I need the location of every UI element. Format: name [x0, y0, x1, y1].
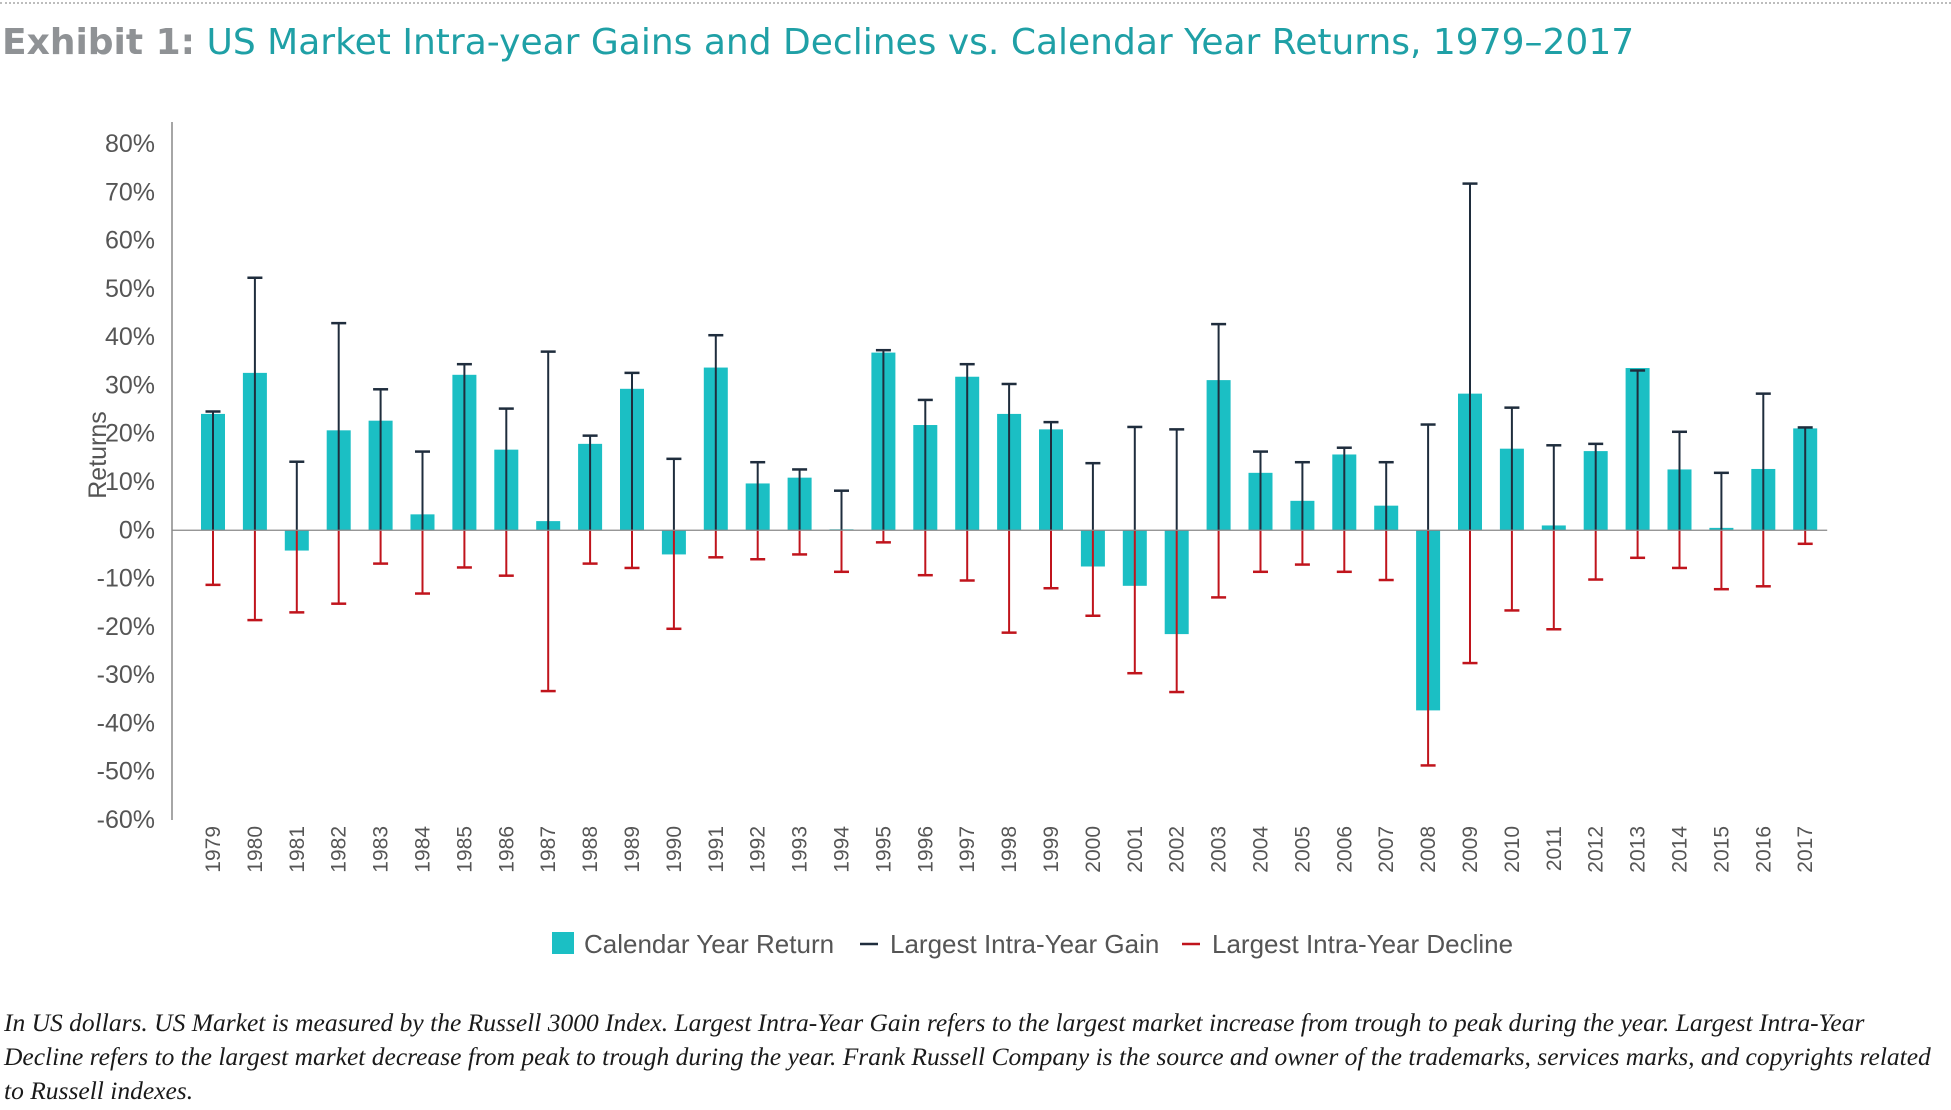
x-tick-label-2003: 2003 — [1208, 826, 1231, 873]
y-tick-label: 40% — [105, 323, 155, 351]
x-tick-label-2016: 2016 — [1752, 826, 1775, 873]
y-tick-label: -50% — [97, 758, 155, 786]
x-tick-label-2005: 2005 — [1291, 826, 1314, 873]
y-tick-label: 20% — [105, 420, 155, 448]
x-tick-label-1990: 1990 — [663, 826, 686, 873]
x-tick-label-1997: 1997 — [956, 826, 979, 873]
x-tick-label-1991: 1991 — [705, 826, 728, 873]
exhibit-title-prefix: Exhibit 1: — [2, 22, 196, 63]
x-tick-label-2007: 2007 — [1375, 826, 1398, 873]
x-tick-label-2011: 2011 — [1543, 826, 1566, 871]
x-tick-label-1988: 1988 — [579, 826, 602, 873]
x-tick-label-1989: 1989 — [621, 826, 644, 873]
x-tick-label-2004: 2004 — [1250, 826, 1273, 873]
x-tick-label-1980: 1980 — [244, 826, 267, 873]
x-tick-label-1981: 1981 — [286, 826, 309, 873]
x-tick-label-1996: 1996 — [914, 826, 937, 873]
x-tick-label-1982: 1982 — [328, 826, 351, 873]
x-tick-label-2000: 2000 — [1082, 826, 1105, 873]
y-tick-label: 30% — [105, 371, 155, 399]
chart-legend: Calendar Year Return Largest Intra-Year G… — [552, 929, 1513, 959]
legend-label-decline: Largest Intra-Year Decline — [1212, 929, 1513, 959]
y-tick-label: 70% — [105, 178, 155, 206]
returns-chart: 1979 1980 1981 1982 1983 1984 1985 1986 1987 1988… — [84, 122, 1828, 959]
y-tick-label: -40% — [97, 709, 155, 737]
x-tick-label-2008: 2008 — [1417, 826, 1440, 873]
top-dotted-rule — [0, 2, 1951, 4]
x-tick-label-1984: 1984 — [412, 826, 435, 873]
x-tick-label-2012: 2012 — [1585, 826, 1608, 873]
legend-label-gain: Largest Intra-Year Gain — [890, 929, 1159, 959]
x-tick-label-2001: 2001 — [1124, 826, 1147, 873]
exhibit-title: Exhibit 1: US Market Intra-year Gains an… — [2, 22, 1634, 63]
y-tick-label: -60% — [97, 806, 155, 834]
y-axis-title: Returns — [84, 411, 112, 499]
y-tick-label: -10% — [97, 565, 155, 593]
x-tick-label-1992: 1992 — [747, 826, 770, 873]
x-tick-label-1985: 1985 — [453, 826, 476, 873]
x-tick-label-2002: 2002 — [1166, 826, 1189, 873]
y-tick-label: 0% — [119, 516, 155, 544]
exhibit-title-main: US Market Intra-year Gains and Declines … — [206, 22, 1635, 63]
x-tick-label-1993: 1993 — [789, 826, 812, 873]
legend-swatch-return — [552, 932, 574, 954]
x-tick-label-2013: 2013 — [1627, 826, 1650, 873]
x-tick-label-1979: 1979 — [202, 826, 225, 873]
y-tick-label: 10% — [105, 468, 155, 496]
x-tick-label-1999: 1999 — [1040, 826, 1063, 873]
legend-label-return: Calendar Year Return — [584, 929, 834, 959]
x-tick-label-1987: 1987 — [537, 826, 560, 873]
y-tick-label: 60% — [105, 227, 155, 255]
x-tick-label-2017: 2017 — [1794, 826, 1817, 873]
footnote: In US dollars. US Market is measured by … — [4, 1008, 1931, 1105]
y-tick-label: 80% — [105, 130, 155, 158]
x-tick-label-2006: 2006 — [1333, 826, 1356, 873]
y-tick-label: -30% — [97, 661, 155, 689]
x-tick-label-1986: 1986 — [495, 826, 518, 873]
y-tick-label: 50% — [105, 275, 155, 303]
x-tick-label-2010: 2010 — [1501, 826, 1524, 873]
x-tick-label-1995: 1995 — [872, 826, 895, 873]
intra-year-whiskers — [205, 182, 1813, 767]
x-tick-label-1998: 1998 — [998, 826, 1021, 873]
x-tick-label-1994: 1994 — [831, 826, 854, 873]
y-tick-label: -20% — [97, 613, 155, 641]
x-tick-label-1983: 1983 — [370, 826, 393, 873]
x-tick-label-2009: 2009 — [1459, 826, 1482, 873]
x-tick-label-2015: 2015 — [1710, 826, 1733, 873]
chart-axes: 1979 1980 1981 1982 1983 1984 1985 1986 1987 1988… — [97, 122, 1828, 873]
x-tick-label-2014: 2014 — [1669, 826, 1692, 873]
